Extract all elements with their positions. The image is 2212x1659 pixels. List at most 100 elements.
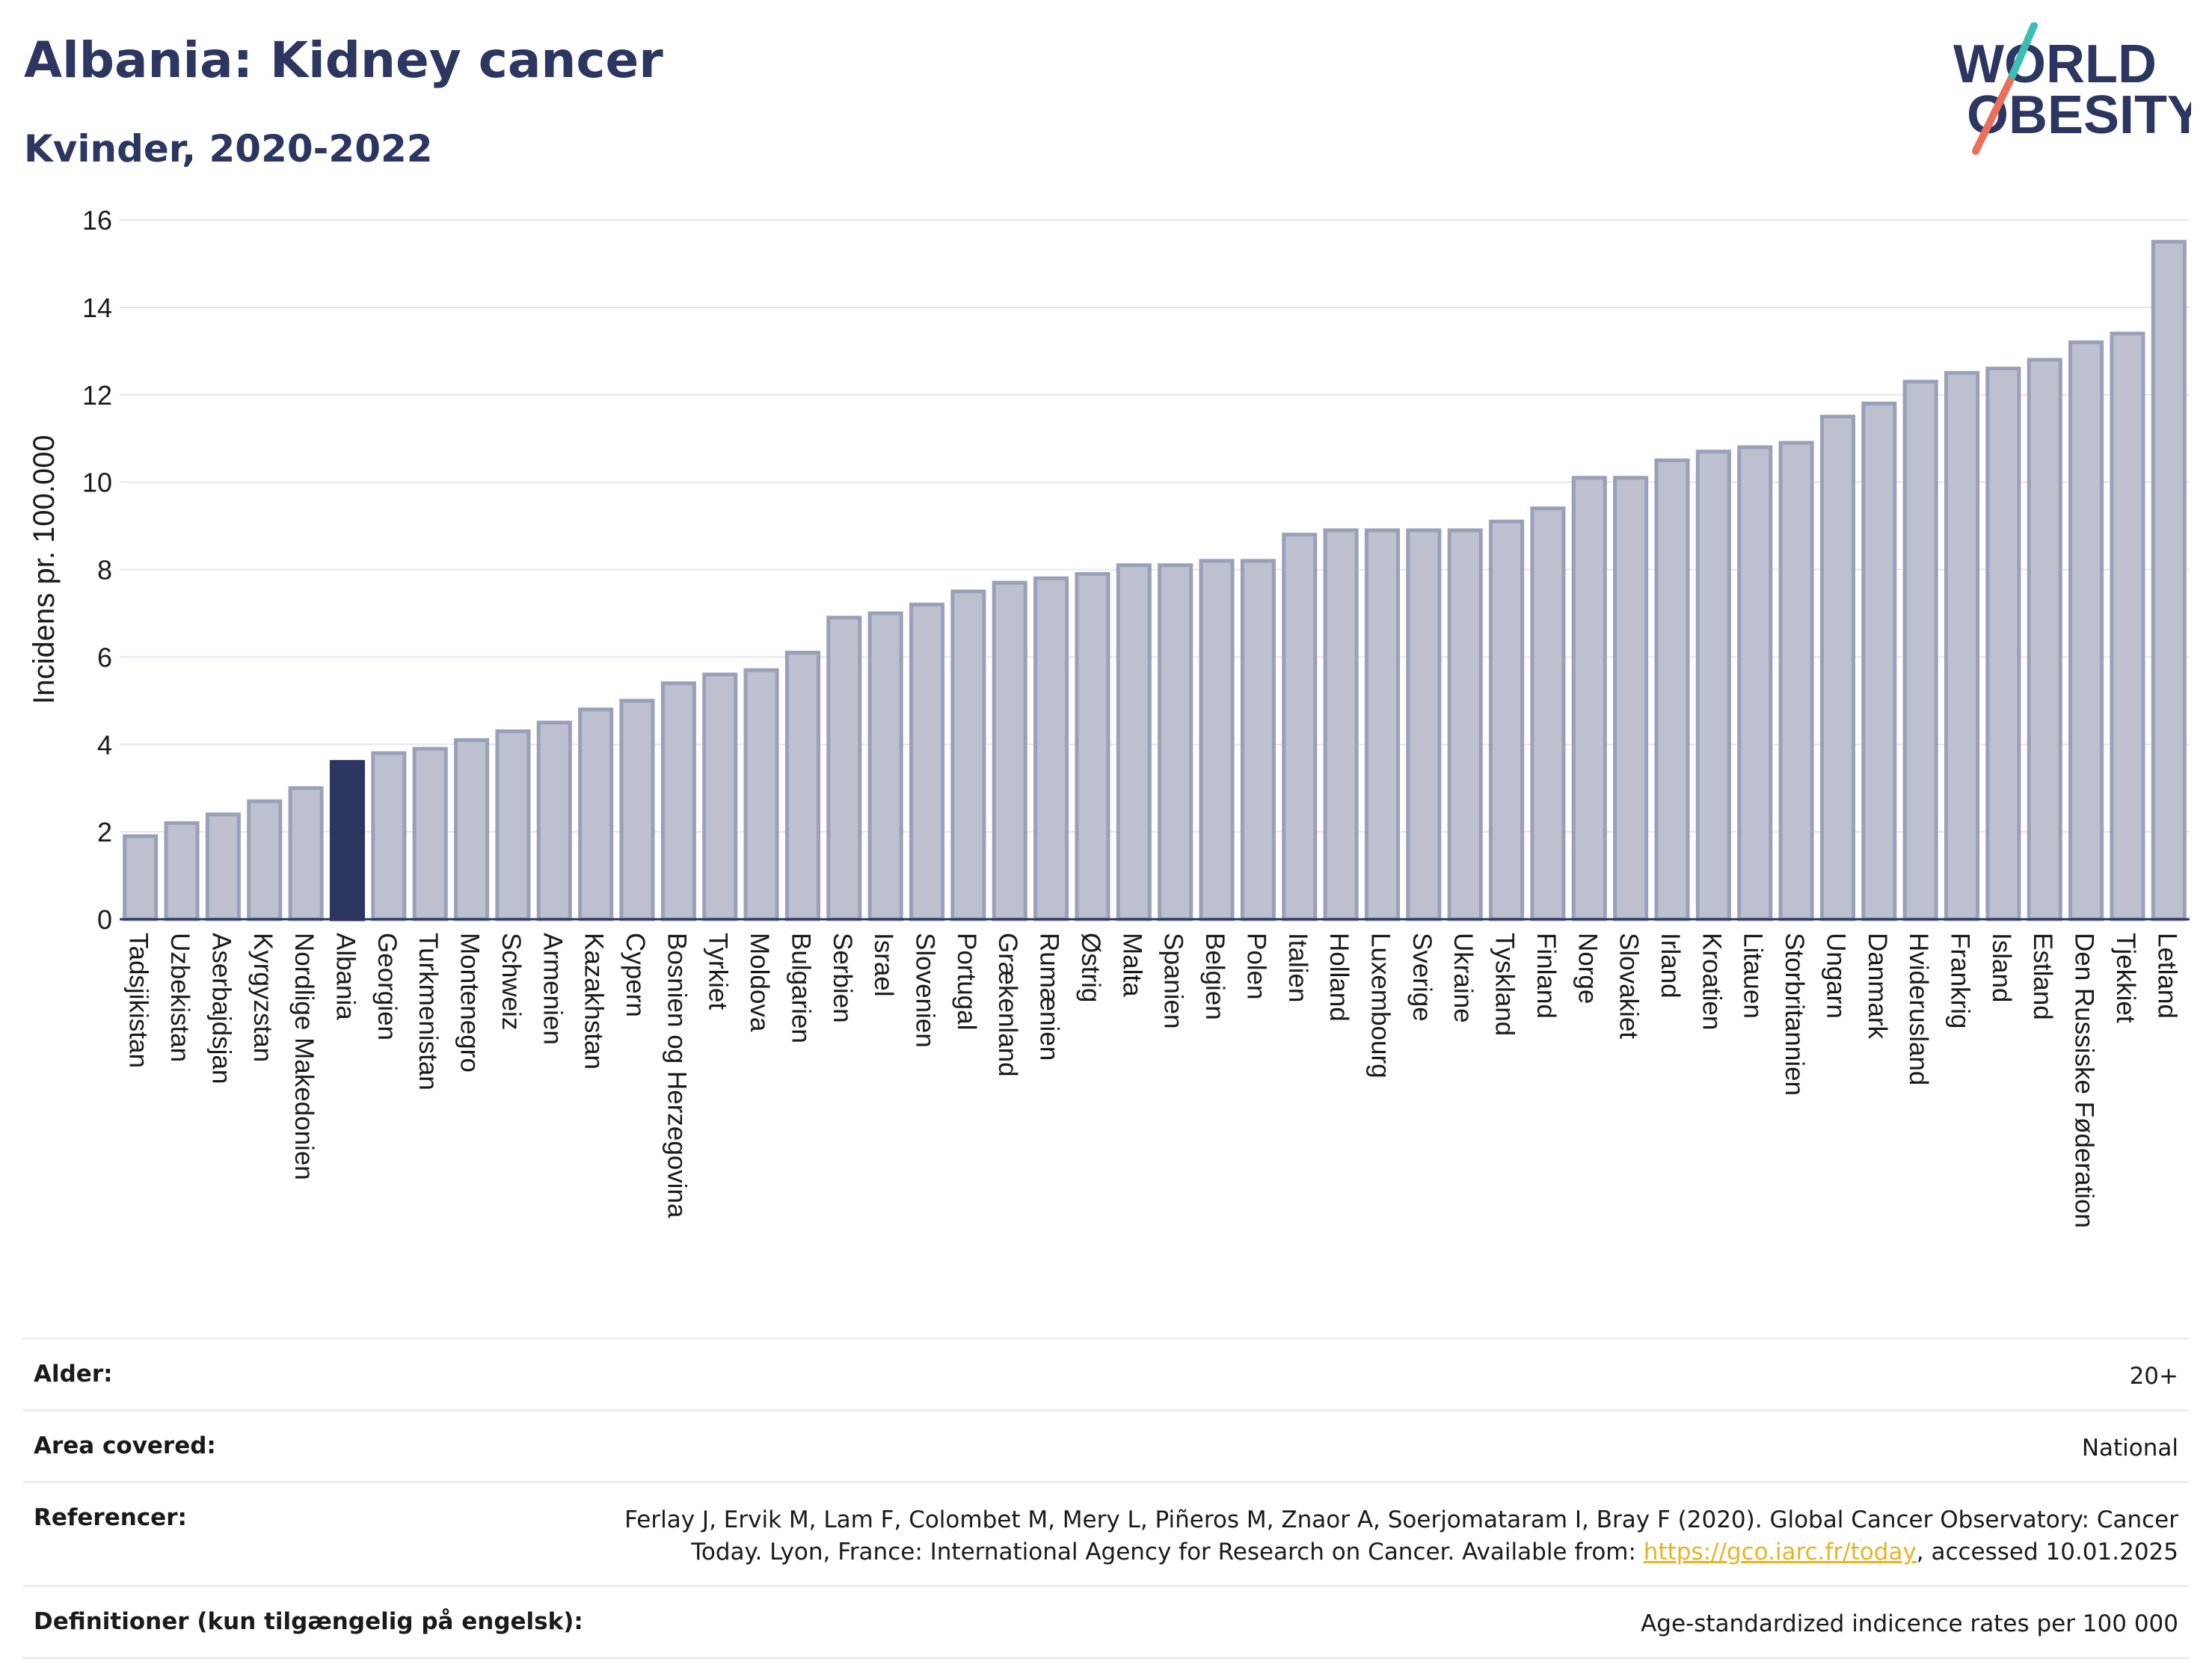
x-tick-label: Bosnien og Herzegovina <box>662 933 691 1218</box>
x-tick-label: Luxembourg <box>1365 933 1395 1079</box>
x-tick-label: Spanien <box>1159 933 1188 1028</box>
x-tick-label: Moldova <box>745 933 774 1032</box>
bar <box>536 720 572 922</box>
x-tick-label: Portugal <box>952 933 981 1030</box>
bar <box>992 580 1027 922</box>
bar <box>1654 458 1690 922</box>
y-axis-label: Incidens pr. 100.000 <box>28 435 61 704</box>
bar <box>578 708 614 922</box>
bar <box>702 672 738 922</box>
x-tick-label: Estland <box>2028 933 2057 1020</box>
x-tick-label: Nordlige Makedonien <box>289 933 319 1180</box>
bar <box>1075 571 1110 922</box>
x-axis-ticks: Tadsjikistan Uzbekistan Aserbajdsjan Kyrgyz… <box>124 933 2182 1228</box>
bar <box>826 616 862 922</box>
x-tick-label: Montenegro <box>455 933 485 1073</box>
bar <box>1489 519 1525 922</box>
x-tick-label: Litauen <box>1739 933 1768 1019</box>
chart-title: Albania: Kidney cancer <box>24 31 663 89</box>
x-tick-label: Israel <box>869 933 898 997</box>
bar <box>743 668 779 922</box>
x-tick-label: Armenien <box>538 933 567 1045</box>
bar <box>619 699 655 922</box>
logo-slash-top <box>2006 22 2038 85</box>
references-label: Referencer: <box>34 1504 187 1531</box>
definitions-label: Definitioner (kun tilgængelig på engelsk… <box>34 1608 583 1635</box>
chart-subtitle: Kvinder, 2020-2022 <box>24 127 433 171</box>
references-link[interactable]: https://gco.iarc.fr/today <box>1643 1539 1917 1566</box>
info-row-references: Referencer: Ferlay J, Ervik M, Lam F, Co… <box>22 1481 2190 1585</box>
bar <box>123 834 159 922</box>
world-obesity-logo: WORLD OBESITY <box>1953 22 2191 155</box>
bar <box>1819 414 1855 922</box>
x-tick-label: Østrig <box>1076 933 1105 1002</box>
area-value: National <box>2081 1435 2178 1462</box>
bar <box>784 651 820 922</box>
bar <box>371 751 407 922</box>
bar <box>1240 559 1276 922</box>
references-text: Ferlay J, Ervik M, Lam F, Colombet M, Me… <box>624 1506 2178 1566</box>
references-suffix: , accessed 10.01.2025 <box>1916 1539 2178 1566</box>
y-tick-label: 12 <box>82 380 112 411</box>
bar <box>164 821 200 922</box>
bar <box>454 737 490 922</box>
bar <box>1902 379 1938 922</box>
x-tick-label: Kazakhstan <box>580 933 609 1070</box>
x-tick-label: Turkmenistan <box>414 933 443 1091</box>
bar <box>1323 528 1359 922</box>
bar <box>2151 239 2187 922</box>
bar <box>1116 563 1152 922</box>
x-tick-label: Albania <box>331 933 360 1020</box>
x-tick-label: Frankrig <box>1946 933 1975 1028</box>
x-tick-label: Serbien <box>828 933 857 1023</box>
x-tick-label: Italien <box>1283 933 1312 1002</box>
x-tick-label: Rumænien <box>1035 933 1064 1061</box>
bar <box>1364 528 1401 922</box>
bar <box>909 602 945 922</box>
y-tick-label: 4 <box>97 729 112 760</box>
bar <box>867 611 903 922</box>
info-row-age: Alder: 20+ <box>22 1337 2190 1409</box>
info-row-area: Area covered: National <box>22 1409 2190 1481</box>
y-axis-ticks: 0 2 4 6 8 10 12 14 16 <box>82 205 112 935</box>
x-tick-label: Slovenien <box>911 933 940 1048</box>
x-tick-label: Holland <box>1324 933 1354 1022</box>
bar <box>1737 445 1773 922</box>
references-value: Ferlay J, Ervik M, Lam F, Colombet M, Me… <box>608 1504 2178 1568</box>
x-tick-label: Danmark <box>1863 933 1892 1039</box>
y-tick-label: 10 <box>82 467 112 498</box>
bar <box>1571 476 1607 922</box>
logo-text-world: WORLD <box>1953 34 2157 94</box>
y-tick-label: 16 <box>82 205 112 236</box>
x-tick-label: Cypern <box>621 933 650 1017</box>
logo-slash-bottom <box>1972 77 2014 155</box>
y-tick-label: 14 <box>82 292 112 323</box>
x-tick-label: Slovakiet <box>1615 933 1644 1039</box>
bar <box>660 681 696 922</box>
bar <box>1944 371 1980 922</box>
x-tick-label: Den Russiske Føderation <box>2070 933 2099 1228</box>
x-tick-label: Tadsjikistan <box>124 933 153 1068</box>
area-label: Area covered: <box>34 1432 216 1459</box>
bar <box>950 589 986 922</box>
bar <box>1447 528 1483 922</box>
x-tick-label: Georgien <box>372 933 402 1040</box>
x-tick-label: Uzbekistan <box>165 933 194 1062</box>
x-tick-label: Island <box>1987 933 2016 1002</box>
bar <box>495 729 531 922</box>
x-tick-label: Letland <box>2152 933 2181 1019</box>
x-tick-label: Irland <box>1656 933 1685 999</box>
bar <box>1530 506 1566 922</box>
bar <box>1985 367 2021 922</box>
bar <box>1199 559 1235 922</box>
bar <box>1406 528 1442 922</box>
x-tick-label: Tyrkiet <box>704 933 733 1010</box>
bar <box>412 746 448 922</box>
bar <box>288 786 324 922</box>
x-tick-label: Polen <box>1241 933 1271 1000</box>
age-label: Alder: <box>34 1361 113 1387</box>
x-tick-label: Hviderusland <box>1904 933 1933 1085</box>
x-tick-label: Ungarn <box>1821 933 1850 1019</box>
x-tick-label: Sverige <box>1407 933 1437 1022</box>
x-tick-label: Aserbajdsjan <box>206 933 236 1084</box>
